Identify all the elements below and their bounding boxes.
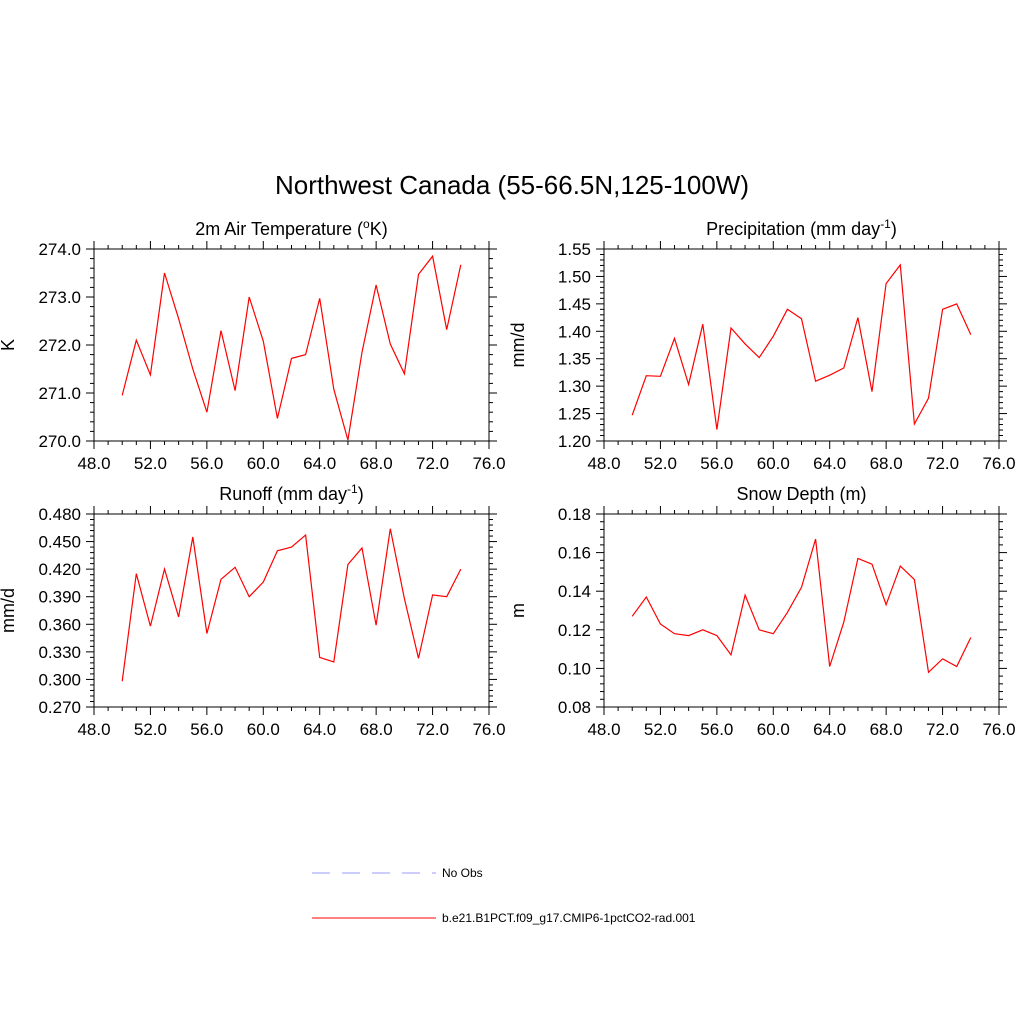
y-tick-label: 0.420 bbox=[38, 560, 81, 579]
x-tick-label: 72.0 bbox=[926, 454, 959, 473]
x-tick-label: 68.0 bbox=[360, 454, 393, 473]
x-tick-label: 60.0 bbox=[247, 720, 280, 739]
x-tick-label: 48.0 bbox=[587, 720, 620, 739]
panel-title-superscript: -1 bbox=[880, 217, 891, 231]
panel-title: Runoff (mm day-1) bbox=[219, 482, 363, 504]
panel-snow-depth: Snow Depth (m) m 48.0 52.0 56.0 60.0 64.0 68.0 7… bbox=[508, 484, 1016, 739]
plot-frame bbox=[603, 248, 1000, 442]
panel-title: 2m Air Temperature (oK) bbox=[195, 217, 387, 239]
y-tick-label: 0.08 bbox=[558, 698, 591, 717]
panel-title-tail: ) bbox=[891, 219, 897, 239]
y-tick-label: 1.55 bbox=[558, 240, 591, 259]
x-tick-label: 68.0 bbox=[870, 454, 903, 473]
y-tick-label: 0.450 bbox=[38, 533, 81, 552]
panel-title-tail: K) bbox=[370, 219, 388, 239]
y-tick-label: 274.0 bbox=[38, 240, 81, 259]
y-tick-label: 0.480 bbox=[38, 505, 81, 524]
x-tick-label: 68.0 bbox=[870, 720, 903, 739]
x-tick-label: 56.0 bbox=[190, 454, 223, 473]
x-tick-label: 64.0 bbox=[303, 720, 336, 739]
y-tick-label: 1.25 bbox=[558, 405, 591, 424]
y-tick-label: 0.12 bbox=[558, 621, 591, 640]
y-tick-label: 272.0 bbox=[38, 336, 81, 355]
x-tick-label: 76.0 bbox=[982, 454, 1015, 473]
y-tick-label: 271.0 bbox=[38, 384, 81, 403]
x-tick-label: 52.0 bbox=[644, 720, 677, 739]
panel-air-temperature: 2m Air Temperature (oK) K 48.0 52.0 56.0 60.0… bbox=[0, 217, 506, 473]
y-tick-label: 1.30 bbox=[558, 377, 591, 396]
legend-entry: No Obs bbox=[312, 866, 483, 880]
x-tick-label: 60.0 bbox=[247, 454, 280, 473]
panel-title-tail: ) bbox=[358, 484, 364, 504]
x-tick-label: 76.0 bbox=[472, 720, 505, 739]
series-line bbox=[631, 263, 972, 430]
panel-title: Precipitation (mm day-1) bbox=[706, 217, 897, 239]
y-axis-label: mm/d bbox=[508, 323, 528, 368]
panel-runoff: Runoff (mm day-1) mm/d 48.0 52.0 56.0 60.0 64.… bbox=[0, 482, 506, 739]
x-tick-label: 72.0 bbox=[416, 454, 449, 473]
panel-title: Snow Depth (m) bbox=[736, 484, 866, 504]
x-tick-label: 64.0 bbox=[813, 454, 846, 473]
y-axis-label: m bbox=[508, 603, 528, 618]
x-tick-label: 60.0 bbox=[757, 720, 790, 739]
series-line bbox=[121, 254, 462, 441]
y-tick-label: 0.10 bbox=[558, 659, 591, 678]
x-tick-label: 72.0 bbox=[416, 720, 449, 739]
panel-title-main: Snow Depth (m) bbox=[736, 484, 866, 504]
panel-precipitation: Precipitation (mm day-1) mm/d 48.0 52.0 56.0… bbox=[508, 217, 1016, 473]
series-line bbox=[121, 528, 462, 682]
y-tick-label: 1.35 bbox=[558, 350, 591, 369]
x-tick-label: 48.0 bbox=[77, 720, 110, 739]
panel-title-superscript: -1 bbox=[347, 482, 358, 496]
y-axis-label: K bbox=[0, 339, 18, 351]
x-tick-label: 52.0 bbox=[134, 454, 167, 473]
legend-label: b.e21.B1PCT.f09_g17.CMIP6-1pctCO2-rad.00… bbox=[442, 911, 696, 925]
legend: No Obs b.e21.B1PCT.f09_g17.CMIP6-1pctCO2-… bbox=[312, 866, 696, 925]
x-tick-label: 72.0 bbox=[926, 720, 959, 739]
y-tick-label: 1.20 bbox=[558, 432, 591, 451]
x-tick-label: 52.0 bbox=[644, 454, 677, 473]
x-tick-label: 60.0 bbox=[757, 454, 790, 473]
panel-title-main: Precipitation (mm day bbox=[706, 219, 880, 239]
x-tick-label: 56.0 bbox=[700, 720, 733, 739]
panels: 2m Air Temperature (oK) K 48.0 52.0 56.0 60.0… bbox=[0, 217, 1016, 739]
y-tick-label: 273.0 bbox=[38, 288, 81, 307]
figure-title: Northwest Canada (55-66.5N,125-100W) bbox=[275, 170, 749, 200]
panel-title-superscript: o bbox=[363, 217, 370, 231]
x-tick-label: 52.0 bbox=[134, 720, 167, 739]
x-tick-label: 76.0 bbox=[472, 454, 505, 473]
x-tick-label: 68.0 bbox=[360, 720, 393, 739]
y-tick-label: 270.0 bbox=[38, 432, 81, 451]
legend-label: No Obs bbox=[442, 866, 483, 880]
legend-entry: b.e21.B1PCT.f09_g17.CMIP6-1pctCO2-rad.00… bbox=[312, 911, 696, 925]
y-tick-label: 0.16 bbox=[558, 544, 591, 563]
y-tick-label: 0.270 bbox=[38, 698, 81, 717]
panel-title-main: 2m Air Temperature ( bbox=[195, 219, 363, 239]
panel-title-main: Runoff (mm day bbox=[219, 484, 347, 504]
x-tick-label: 56.0 bbox=[190, 720, 223, 739]
series-line bbox=[631, 538, 972, 674]
plot-frame bbox=[93, 248, 490, 442]
y-tick-label: 0.330 bbox=[38, 643, 81, 662]
y-tick-label: 1.40 bbox=[558, 322, 591, 341]
y-axis-label: mm/d bbox=[0, 588, 18, 633]
plot-frame bbox=[93, 513, 490, 708]
plot-frame bbox=[603, 513, 1000, 708]
x-tick-label: 64.0 bbox=[813, 720, 846, 739]
y-tick-label: 0.300 bbox=[38, 670, 81, 689]
y-tick-label: 0.390 bbox=[38, 588, 81, 607]
x-tick-label: 64.0 bbox=[303, 454, 336, 473]
x-tick-label: 48.0 bbox=[77, 454, 110, 473]
x-tick-label: 56.0 bbox=[700, 454, 733, 473]
y-tick-label: 1.50 bbox=[558, 267, 591, 286]
x-tick-label: 76.0 bbox=[982, 720, 1015, 739]
y-tick-label: 0.360 bbox=[38, 615, 81, 634]
y-tick-label: 0.18 bbox=[558, 505, 591, 524]
y-tick-label: 1.45 bbox=[558, 295, 591, 314]
y-tick-label: 0.14 bbox=[558, 582, 591, 601]
x-tick-label: 48.0 bbox=[587, 454, 620, 473]
